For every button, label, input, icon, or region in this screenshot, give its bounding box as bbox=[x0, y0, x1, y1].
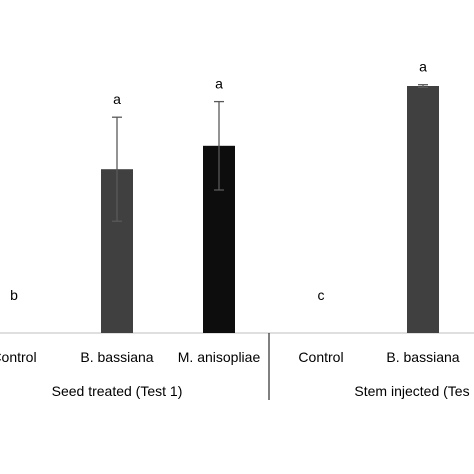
bar-b-bassiana-g2 bbox=[407, 86, 439, 333]
labels-layer: b Control a B. bassiana a M. anisopliae Seed t… bbox=[0, 59, 470, 399]
category-label: B. bassiana bbox=[80, 349, 153, 365]
bars-layer bbox=[101, 84, 439, 333]
category-label: B. bassiana bbox=[386, 349, 459, 365]
group-label: Stem injected (Tes bbox=[354, 383, 469, 399]
significance-letter: a bbox=[215, 76, 223, 92]
significance-letter: c bbox=[318, 287, 325, 303]
category-label: Control bbox=[298, 349, 343, 365]
group-label: Seed treated (Test 1) bbox=[52, 383, 183, 399]
significance-letter: b bbox=[10, 287, 18, 303]
significance-letter: a bbox=[113, 91, 121, 107]
significance-letter: a bbox=[419, 59, 427, 75]
category-label: Control bbox=[0, 349, 37, 365]
category-label: M. anisopliae bbox=[178, 349, 261, 365]
